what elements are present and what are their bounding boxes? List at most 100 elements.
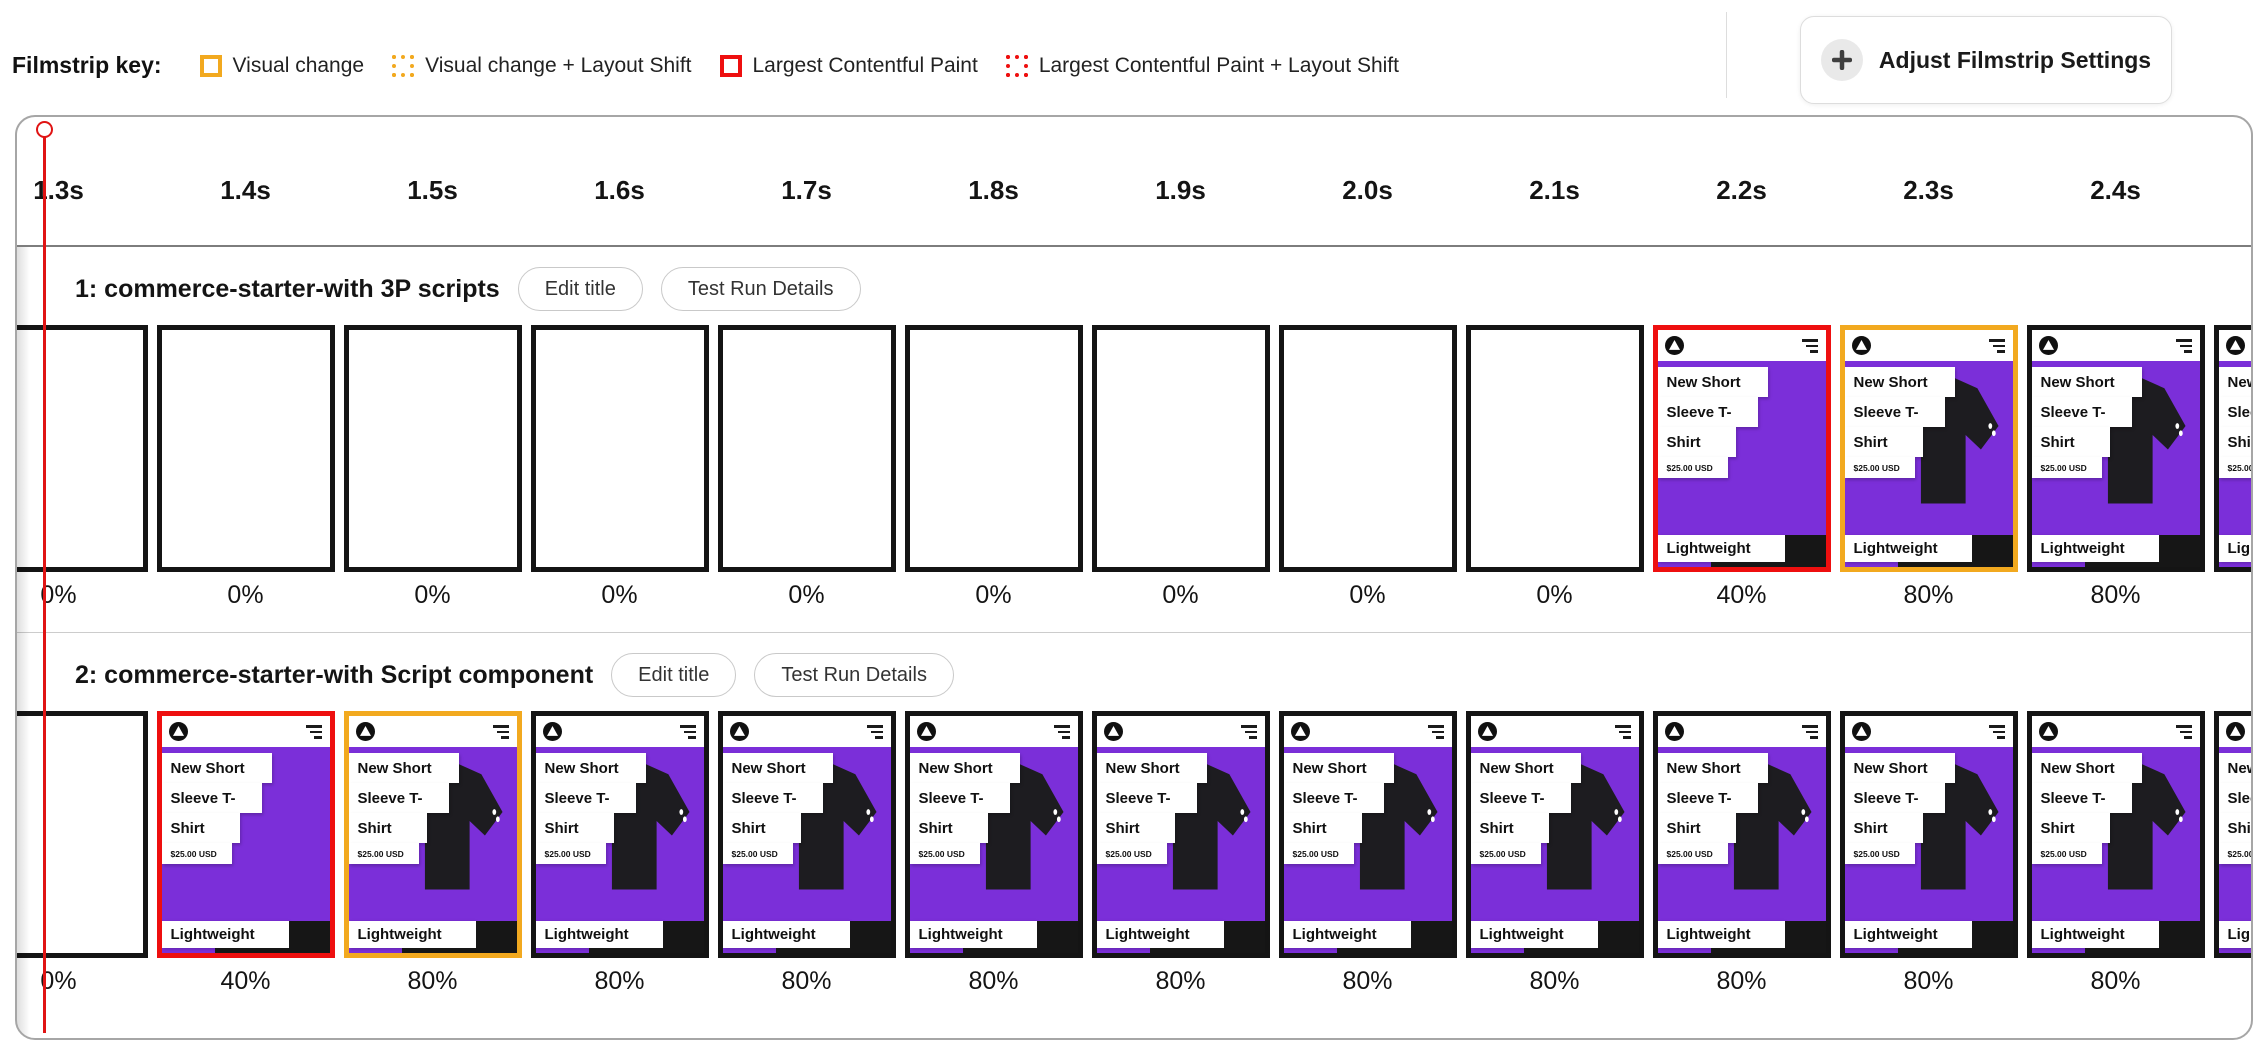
filmstrip-cell: New Short Sleeve T- Shirt $25.00 USD Lig… [713, 711, 900, 996]
acme-logo-icon [168, 722, 188, 741]
visual-progress-percent: 80% [1529, 967, 1580, 995]
product-title-line: Sleeve T- [1657, 397, 1759, 427]
adjust-filmstrip-settings-button[interactable]: Adjust Filmstrip Settings [1800, 16, 2172, 104]
filmstrip-frame[interactable] [343, 325, 522, 572]
timeline-tick: 1.6s [594, 175, 645, 205]
product-title-line: New Short [1096, 753, 1208, 783]
filmstrip-cell: New Short Sleeve T- Shirt $25.00 USD Lig… [2209, 325, 2251, 610]
hamburger-menu-icon [1801, 339, 1818, 356]
visual-progress-percent: 80% [2090, 581, 2141, 609]
hamburger-menu-icon [1801, 725, 1818, 742]
filmstrip-frame[interactable] [17, 325, 148, 572]
filmstrip-cell: New Short Sleeve T- Shirt $25.00 USD Lig… [1835, 711, 2022, 996]
edit-title-button[interactable]: Edit title [611, 653, 737, 697]
legend-item-label: Visual change [232, 53, 365, 77]
timeline-tick: 1.4s [220, 175, 271, 205]
legend-item-label: Largest Contentful Paint [752, 53, 978, 77]
product-title-line: Shirt [1096, 813, 1176, 843]
variant-label: Lightweight [2031, 535, 2160, 562]
product-title-line: Sleeve T- [1844, 397, 1946, 427]
filmstrip-frame[interactable] [17, 711, 148, 958]
acme-logo-icon [1664, 336, 1684, 355]
acme-logo-icon [2225, 722, 2245, 741]
filmstrip-cell: 0% [900, 325, 1087, 610]
product-title-line: New Short [161, 753, 273, 783]
test-run-details-button[interactable]: Test Run Details [754, 653, 954, 697]
visual-progress-percent: 0% [414, 581, 451, 609]
hamburger-menu-icon [679, 725, 696, 742]
timeline-tick: 1.8s [968, 175, 1019, 205]
legend-item: Largest Contentful Paint [719, 53, 978, 78]
product-title-line: Sleeve T- [1657, 783, 1759, 813]
hamburger-menu-icon [866, 725, 883, 742]
filmstrip-frame[interactable]: New Short Sleeve T- Shirt $25.00 USD Lig… [1652, 325, 1831, 572]
hamburger-menu-icon [1053, 725, 1070, 742]
bottom-black-strip [1150, 948, 1225, 953]
product-title-line: New Short [1844, 367, 1956, 397]
filmstrip-frame[interactable] [1278, 325, 1457, 572]
visual-progress-percent: 0% [1162, 581, 1199, 609]
bottom-black-box [663, 921, 704, 953]
product-price: $25.00 USD [2218, 843, 2251, 864]
filmstrip-frame[interactable]: New Short Sleeve T- Shirt $25.00 USD Lig… [2213, 711, 2251, 958]
visual-progress-percent: 80% [968, 967, 1019, 995]
visual-progress-percent: 80% [1716, 967, 1767, 995]
filmstrip-cell: 0% [1274, 325, 1461, 610]
legend-item: Visual change [199, 53, 365, 78]
filmstrip-frame[interactable] [1465, 325, 1644, 572]
filmstrip-frame[interactable]: New Short Sleeve T- Shirt $25.00 USD Lig… [1839, 325, 2018, 572]
product-title-line: Shirt [2031, 813, 2111, 843]
product-title-line: Shirt [2218, 813, 2251, 843]
filmstrip-frame[interactable] [717, 325, 896, 572]
product-title-line: Shirt [1657, 813, 1737, 843]
filmstrip-frame[interactable]: New Short Sleeve T- Shirt $25.00 USD Lig… [156, 711, 335, 958]
bottom-black-box [1598, 921, 1639, 953]
legend-items: Visual change Visual change + Layout Shi… [199, 53, 1399, 78]
filmstrip-frame[interactable] [1091, 325, 1270, 572]
bottom-black-box [1972, 921, 2013, 953]
product-title-line: Shirt [348, 813, 428, 843]
visual-progress-percent: 0% [601, 581, 638, 609]
visual-progress-percent: 40% [220, 967, 271, 995]
acme-logo-icon [1290, 722, 1310, 741]
hamburger-menu-icon [1240, 725, 1257, 742]
edit-title-button[interactable]: Edit title [517, 267, 643, 311]
bottom-black-strip [1337, 948, 1412, 953]
legend-item: Largest Contentful Paint + Layout Shift [1005, 54, 1399, 78]
bottom-black-strip [1898, 948, 1973, 953]
filmstrip-frame[interactable]: New Short Sleeve T- Shirt $25.00 USD Lig… [2026, 711, 2205, 958]
filmstrip-frame[interactable]: New Short Sleeve T- Shirt $25.00 USD Lig… [717, 711, 896, 958]
filmstrip-frame[interactable]: New Short Sleeve T- Shirt $25.00 USD Lig… [2213, 325, 2251, 572]
filmstrip-frame[interactable]: New Short Sleeve T- Shirt $25.00 USD Lig… [1839, 711, 2018, 958]
filmstrip-frame[interactable] [530, 325, 709, 572]
hamburger-menu-icon [492, 725, 509, 742]
key-square-icon [199, 54, 222, 77]
filmstrip-frame[interactable] [904, 325, 1083, 572]
filmstrip-frame[interactable]: New Short Sleeve T- Shirt $25.00 USD Lig… [530, 711, 709, 958]
filmstrip-frame[interactable]: New Short Sleeve T- Shirt $25.00 USD Lig… [1278, 711, 1457, 958]
filmstrip-frame[interactable]: New Short Sleeve T- Shirt $25.00 USD Lig… [1652, 711, 1831, 958]
bottom-black-box [1972, 535, 2013, 567]
hamburger-menu-icon [1614, 725, 1631, 742]
playhead-line [43, 137, 46, 1033]
filmstrip-row: 0% New Short Sleeve T- Shirt $25.00 USD … [17, 711, 2251, 996]
filmstrip-frame[interactable]: New Short Sleeve T- Shirt $25.00 USD Lig… [343, 711, 522, 958]
filmstrip-row: 0% 0% 0% 0% 0% 0% 0% 0% [17, 325, 2251, 610]
product-title-line: New Short [2218, 367, 2251, 397]
filmstrip-frame[interactable]: New Short Sleeve T- Shirt $25.00 USD Lig… [1091, 711, 1270, 958]
key-square-icon [719, 54, 742, 77]
bottom-black-strip [1524, 948, 1599, 953]
filmstrip-frame[interactable]: New Short Sleeve T- Shirt $25.00 USD Lig… [1465, 711, 1644, 958]
acme-logo-icon [729, 722, 749, 741]
filmstrip-frame[interactable]: New Short Sleeve T- Shirt $25.00 USD Lig… [2026, 325, 2205, 572]
hamburger-menu-icon [2175, 339, 2192, 356]
page-thumbnail: New Short Sleeve T- Shirt $25.00 USD Lig… [2218, 330, 2251, 567]
product-title-line: Shirt [1844, 813, 1924, 843]
test-run-details-button[interactable]: Test Run Details [660, 267, 861, 311]
product-title-line: Shirt [722, 813, 802, 843]
product-title-line: New Short [348, 753, 460, 783]
product-price: $25.00 USD [348, 843, 420, 864]
filmstrip-frame[interactable] [156, 325, 335, 572]
filmstrip-cell: New Short Sleeve T- Shirt $25.00 USD Lig… [339, 711, 526, 996]
filmstrip-frame[interactable]: New Short Sleeve T- Shirt $25.00 USD Lig… [904, 711, 1083, 958]
